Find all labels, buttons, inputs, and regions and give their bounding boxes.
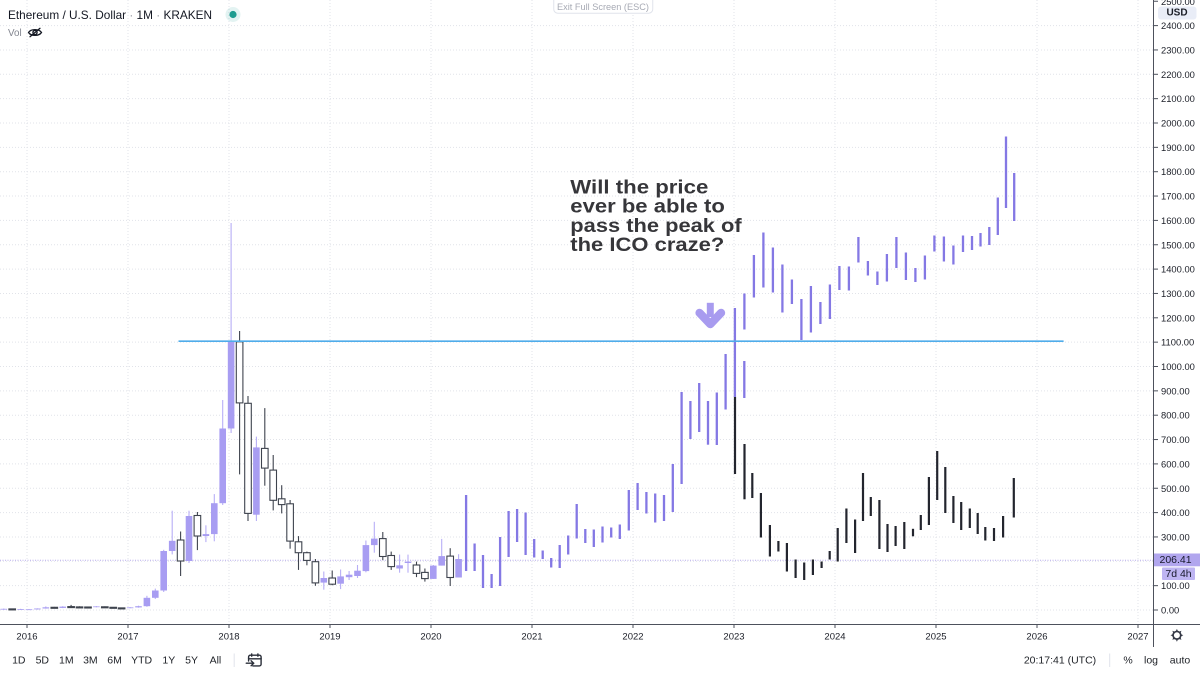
svg-text:USD: USD [1166, 8, 1187, 19]
svg-text:1000.00: 1000.00 [1161, 361, 1195, 372]
svg-text:All: All [210, 655, 222, 667]
svg-text:2000.00: 2000.00 [1161, 118, 1195, 129]
svg-text:auto: auto [1170, 655, 1191, 667]
svg-text:5Y: 5Y [185, 655, 198, 667]
svg-text:Exit Full Screen (ESC): Exit Full Screen (ESC) [557, 2, 649, 12]
svg-text:2500.00: 2500.00 [1161, 0, 1195, 7]
svg-text:400.00: 400.00 [1161, 507, 1190, 518]
svg-text:206.41: 206.41 [1160, 554, 1192, 566]
svg-text:1400.00: 1400.00 [1161, 264, 1195, 275]
svg-text:1700.00: 1700.00 [1161, 191, 1195, 202]
svg-text:1M: 1M [59, 655, 74, 667]
svg-text:2019: 2019 [319, 631, 340, 642]
svg-text:2025: 2025 [925, 631, 946, 642]
svg-text:2022: 2022 [622, 631, 643, 642]
svg-text:300.00: 300.00 [1161, 531, 1190, 542]
svg-text:3M: 3M [83, 655, 98, 667]
svg-text:1800.00: 1800.00 [1161, 166, 1195, 177]
svg-text:2018: 2018 [218, 631, 239, 642]
svg-text:2024: 2024 [824, 631, 845, 642]
svg-text:20:17:41 (UTC): 20:17:41 (UTC) [1024, 655, 1096, 667]
svg-text:%: % [1123, 655, 1132, 667]
svg-text:2020: 2020 [420, 631, 441, 642]
svg-text:1D: 1D [12, 655, 26, 667]
svg-text:ever be able to: ever be able to [570, 196, 725, 218]
svg-text:log: log [1144, 655, 1158, 667]
svg-text:1Y: 1Y [162, 655, 175, 667]
svg-text:2023: 2023 [723, 631, 744, 642]
svg-text:2017: 2017 [117, 631, 138, 642]
svg-text:800.00: 800.00 [1161, 410, 1190, 421]
svg-text:500.00: 500.00 [1161, 483, 1190, 494]
svg-text:1600.00: 1600.00 [1161, 215, 1195, 226]
svg-text:1300.00: 1300.00 [1161, 288, 1195, 299]
svg-text:YTD: YTD [131, 655, 152, 667]
svg-text:Vol: Vol [8, 28, 22, 39]
svg-text:900.00: 900.00 [1161, 385, 1190, 396]
svg-text:2200.00: 2200.00 [1161, 69, 1195, 80]
svg-text:the ICO craze?: the ICO craze? [570, 234, 724, 256]
svg-text:1100.00: 1100.00 [1161, 337, 1194, 348]
svg-text:600.00: 600.00 [1161, 458, 1190, 469]
svg-text:0.00: 0.00 [1161, 605, 1179, 616]
svg-text:pass the peak of: pass the peak of [570, 215, 742, 237]
svg-text:1500.00: 1500.00 [1161, 239, 1195, 250]
svg-text:2400.00: 2400.00 [1161, 20, 1195, 31]
svg-text:Ethereum / U.S. Dollar · 1M ·: Ethereum / U.S. Dollar · 1M · KRAKEN [8, 8, 212, 22]
svg-text:700.00: 700.00 [1161, 434, 1190, 445]
svg-text:2026: 2026 [1026, 631, 1047, 642]
svg-text:7d 4h: 7d 4h [1165, 568, 1191, 580]
svg-text:2300.00: 2300.00 [1161, 44, 1195, 55]
svg-text:Will the price: Will the price [570, 176, 708, 198]
svg-text:6M: 6M [107, 655, 122, 667]
svg-text:2016: 2016 [16, 631, 37, 642]
svg-text:5D: 5D [36, 655, 50, 667]
svg-text:1900.00: 1900.00 [1161, 142, 1195, 153]
svg-text:2027: 2027 [1127, 631, 1148, 642]
svg-text:100.00: 100.00 [1161, 580, 1190, 591]
svg-text:1200.00: 1200.00 [1161, 312, 1195, 323]
svg-text:2021: 2021 [521, 631, 542, 642]
svg-text:2100.00: 2100.00 [1161, 93, 1195, 104]
